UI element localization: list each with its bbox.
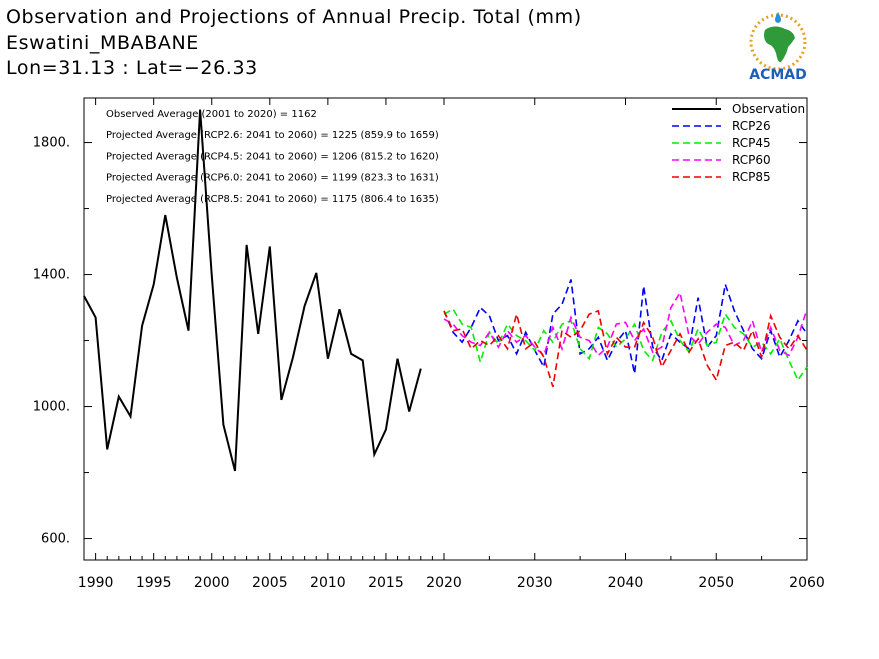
y-tick-label: 1400. [33,268,70,283]
series-line-rcp45 [443,308,808,382]
chart-title: Observation and Projections of Annual Pr… [6,6,582,28]
series-line-rcp26 [443,279,808,374]
x-tick-label: 2005 [252,575,288,591]
stats-line: Projected Average (RCP6.0: 2041 to 2060)… [106,173,439,184]
stats-line: Projected Average (RCP4.5: 2041 to 2060)… [106,151,439,162]
x-tick-label: 2040 [608,575,644,591]
legend-label-rcp26: RCP26 [732,119,771,133]
x-tick-label: 2050 [698,575,734,591]
y-tick-label: 1000. [33,400,70,415]
legend-label-rcp85: RCP85 [732,170,771,184]
acmad-logo: ACMAD [736,8,820,84]
stats-line: Projected Average (RCP8.5: 2041 to 2060)… [106,194,439,205]
x-tick-label: 2030 [517,575,553,591]
station-name: Eswatini_MBABANE [6,32,199,54]
acmad-logo-graphic: ACMAD [749,12,807,83]
series-line-observation [83,109,422,472]
legend-label-rcp45: RCP45 [732,136,771,150]
series-line-rcp85 [443,309,808,388]
x-tick-label: 2000 [194,575,230,591]
y-tick-label: 1800. [33,136,70,151]
x-tick-label: 2020 [426,575,462,591]
stats-line: Projected Average (RCP2.6: 2041 to 2060)… [106,130,439,141]
logo-text: ACMAD [749,67,807,83]
legend-label-observation: Observation [732,102,805,116]
x-tick-label: 2015 [368,575,404,591]
stats-line: Observed Average (2001 to 2020) = 1162 [106,109,317,120]
coordinates: Lon=31.13 : Lat=−26.33 [6,57,258,79]
x-tick-label: 2010 [310,575,346,591]
x-tick-label: 2060 [789,575,825,591]
x-tick-label: 1990 [78,575,114,591]
legend-label-rcp60: RCP60 [732,153,771,167]
plot-frame [83,97,808,561]
series-line-rcp60 [443,290,808,357]
x-tick-label: 1995 [136,575,172,591]
y-tick-label: 600. [41,532,70,547]
